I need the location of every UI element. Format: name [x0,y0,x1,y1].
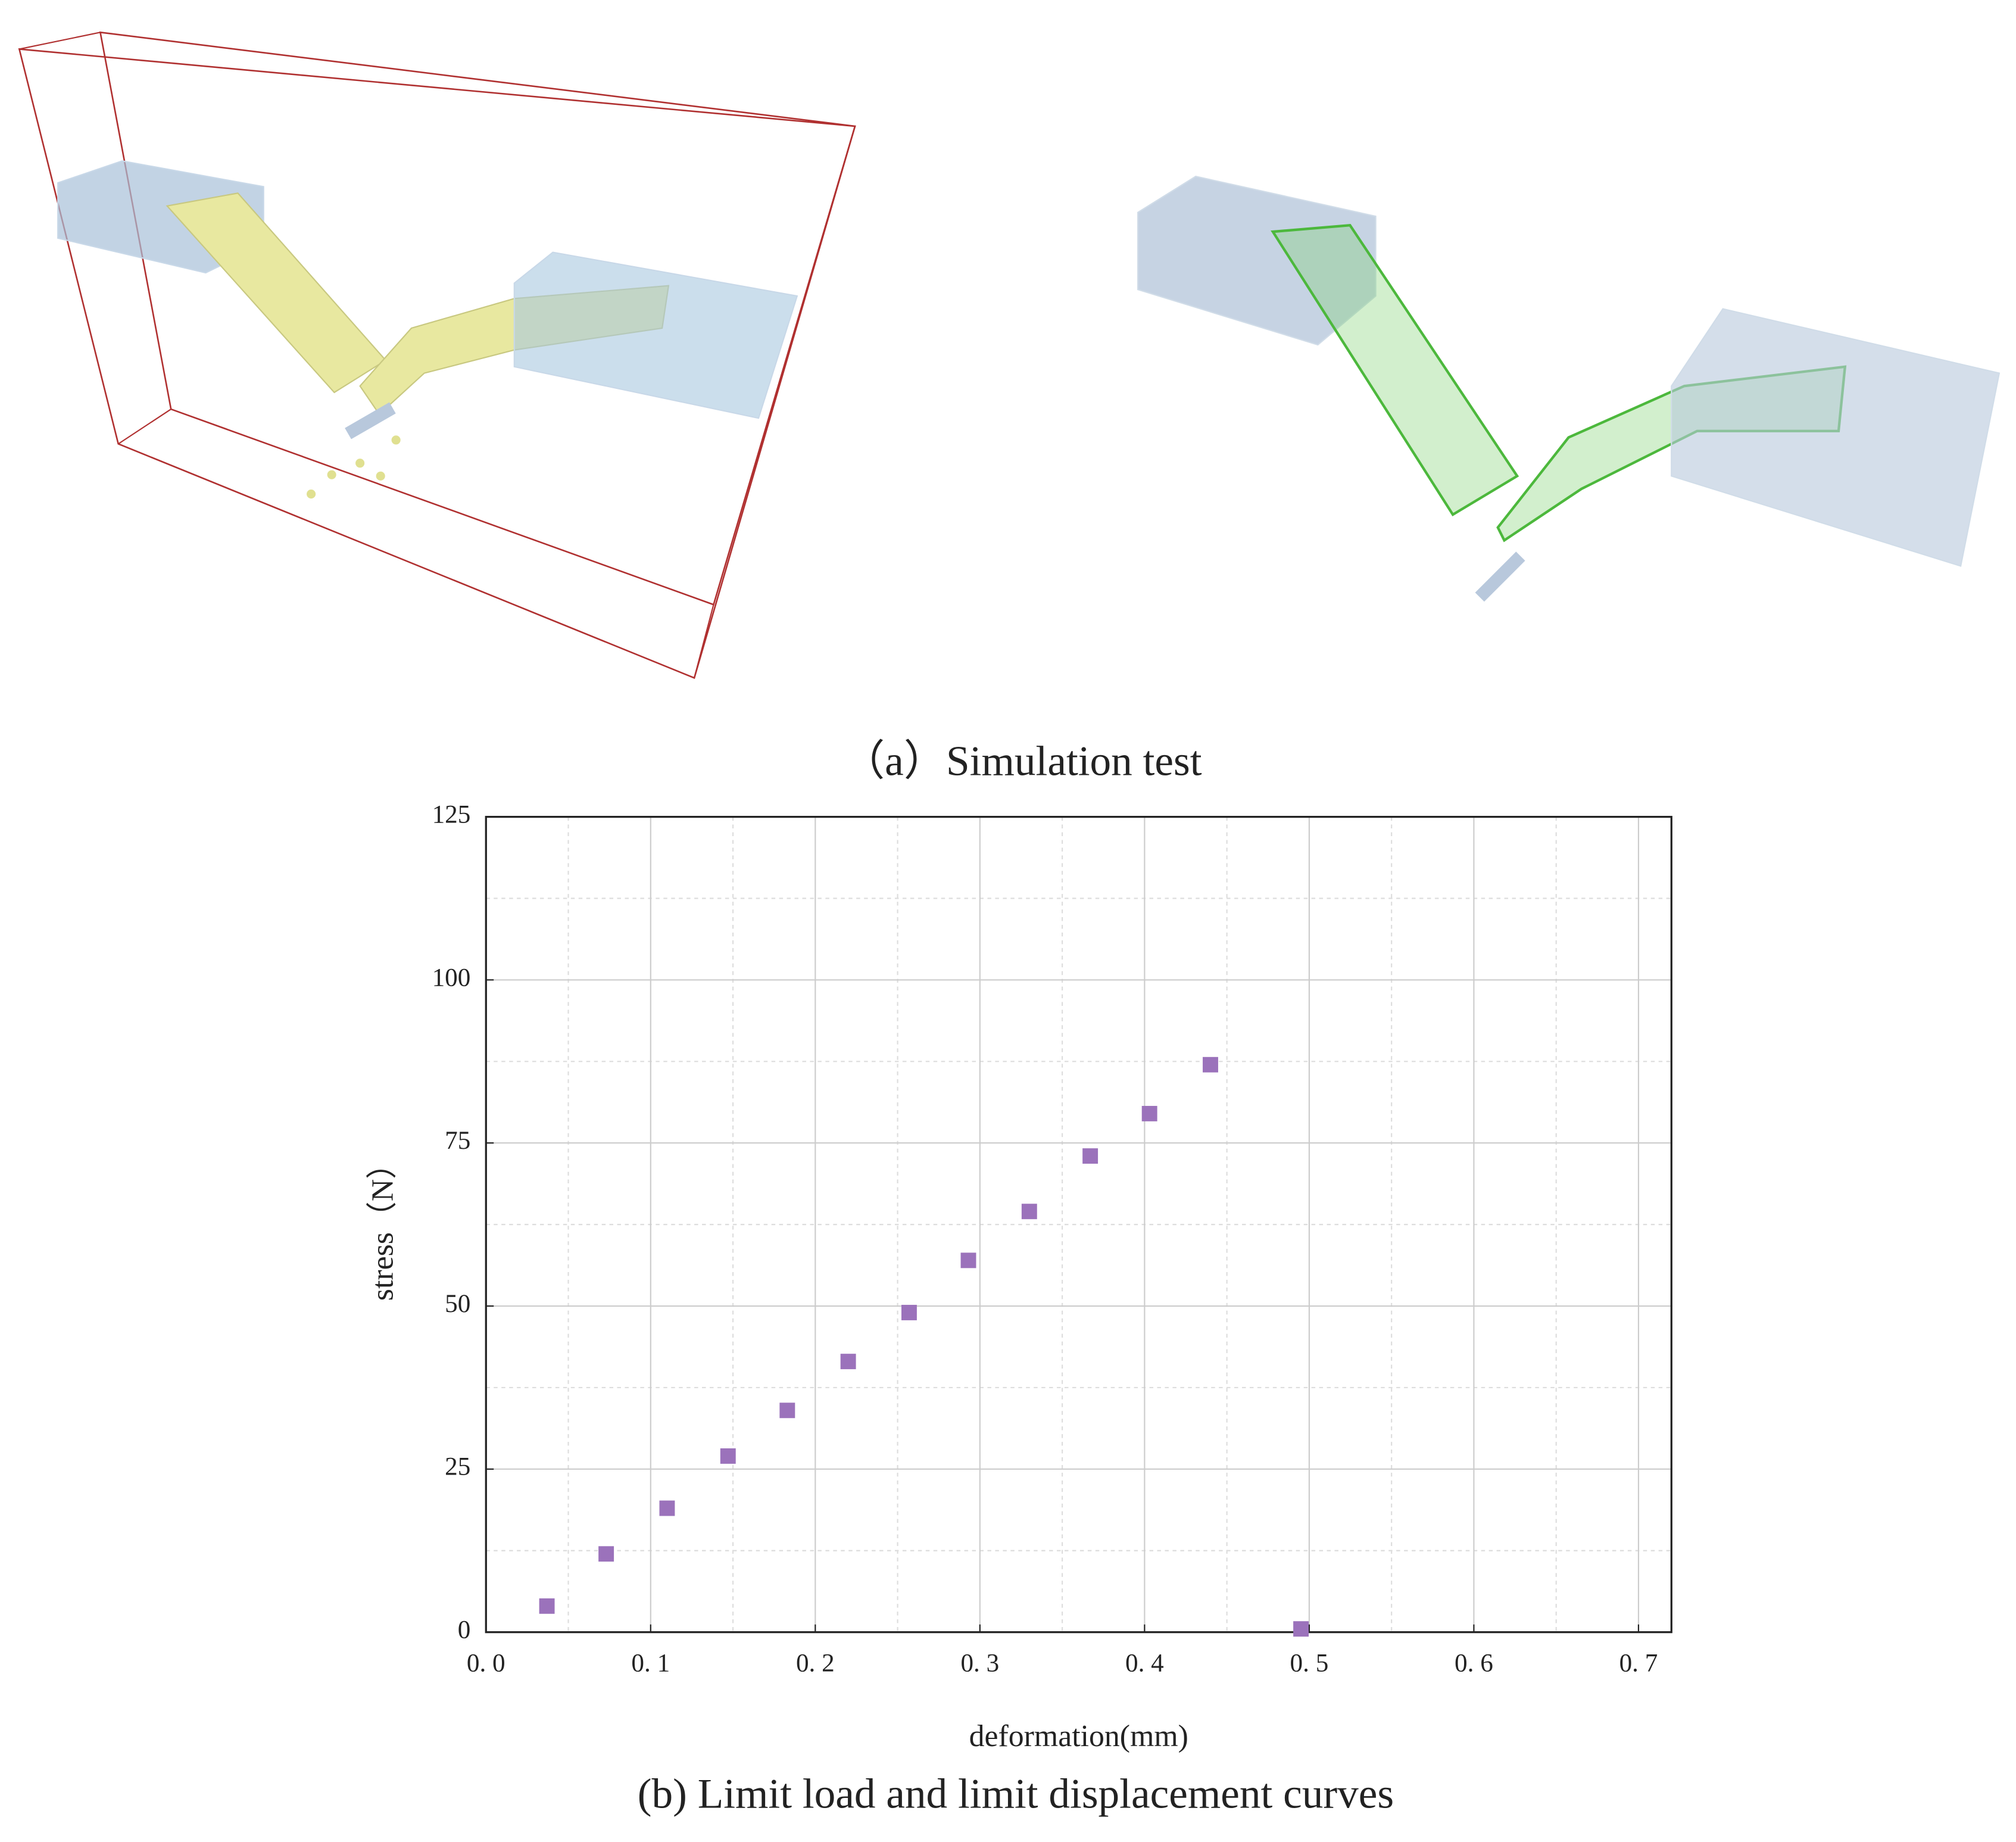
x-tick-label: 0. 0 [467,1650,505,1678]
marker [1021,1204,1037,1220]
marker [720,1448,736,1464]
marker [598,1546,614,1562]
caption-a: （a）Simulation test [842,738,1202,785]
caption-b: (b) Limit load and limit displacement cu… [638,1771,1394,1818]
plot-frame [485,815,1672,1634]
marker [1293,1621,1309,1637]
x-tick-label: 0. 5 [1290,1650,1329,1678]
simulation-left [18,31,856,680]
marker [840,1354,856,1370]
plot: 0. 0 0. 1 0. 2 0. 3 0. 4 0. 5 0. 6 0. 7 0 25 50 75 1… [366,800,1672,1753]
x-axis-label: deformation(mm) [969,1719,1188,1753]
x-tick-label: 0. 2 [796,1650,835,1678]
y-tick-label: 75 [445,1127,470,1155]
x-tick-label: 0. 6 [1455,1650,1493,1678]
marker [779,1402,795,1419]
y-tick-label: 25 [445,1453,470,1481]
marker [539,1598,555,1614]
x-tick-label: 0. 7 [1619,1650,1658,1678]
marker [960,1252,976,1268]
marker [1141,1105,1157,1121]
y-tick-label: 0 [458,1616,471,1644]
simulation-right [1137,176,2001,602]
y-axis-label: stress（N） [366,1148,400,1301]
marker [901,1305,917,1320]
x-tick-label: 0. 4 [1125,1650,1164,1678]
marker [1203,1056,1218,1073]
y-tick-label: 100 [432,964,471,992]
y-tick-label: 50 [445,1290,470,1318]
x-tick-label: 0. 1 [631,1650,670,1678]
marker [659,1500,675,1516]
marker [1082,1148,1098,1164]
y-tick-label: 125 [432,800,471,828]
x-tick-label: 0. 3 [960,1650,999,1678]
